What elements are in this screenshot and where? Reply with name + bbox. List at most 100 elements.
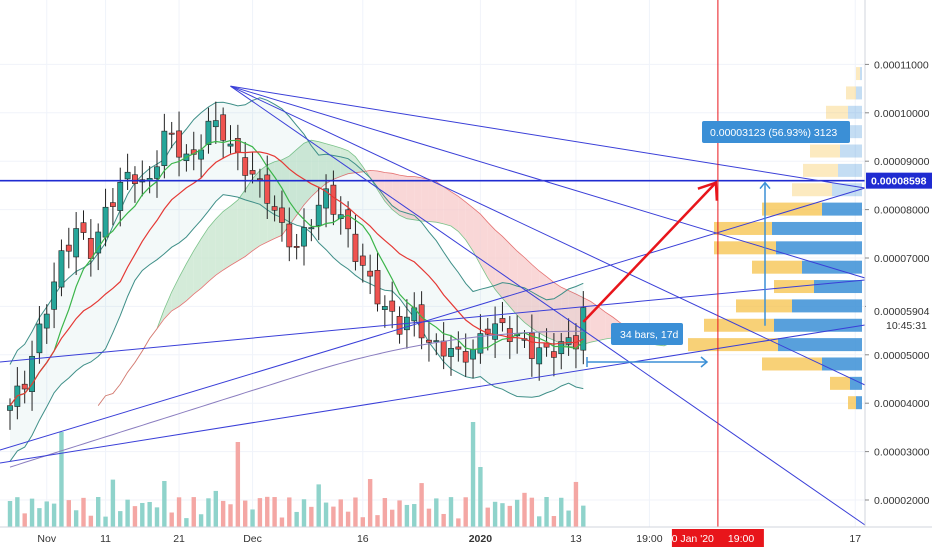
current-price-badge[interactable] <box>866 303 932 334</box>
support-trend-line-0[interactable] <box>0 324 866 464</box>
candle-body <box>198 149 204 160</box>
volume-bar <box>397 500 402 527</box>
candle-body <box>264 174 271 204</box>
volume-bar <box>213 490 218 527</box>
trend-line-from-peak-3[interactable] <box>230 85 866 279</box>
candle-body <box>161 130 168 166</box>
time-tick-label: Nov <box>37 533 56 545</box>
candle-body <box>87 237 94 259</box>
candle-body <box>293 246 300 248</box>
volume-bar <box>22 513 27 527</box>
candle-body <box>286 223 293 248</box>
candle-body <box>536 347 543 365</box>
candle-body <box>271 206 278 211</box>
candle <box>124 153 131 191</box>
vprofile-sell-5 <box>838 163 862 177</box>
volume-bar <box>15 497 20 527</box>
candle-body <box>65 244 72 252</box>
volume-bar <box>492 501 498 527</box>
candle <box>536 333 543 381</box>
volume-bar <box>66 500 71 527</box>
cloud-segment <box>443 186 451 226</box>
support-trend-line-1[interactable] <box>0 187 866 451</box>
volume-bar <box>154 507 160 527</box>
volume-bar <box>176 497 182 527</box>
vprofile-sell-2 <box>848 105 862 119</box>
cloud-segment <box>237 189 246 262</box>
vprofile-buy-15 <box>762 357 822 371</box>
candle <box>426 321 432 362</box>
vprofile-buy-5 <box>803 163 838 177</box>
volume-bar <box>29 498 35 527</box>
volume-bar <box>7 501 13 527</box>
candle <box>271 195 278 222</box>
volume-bar <box>470 422 476 527</box>
cloud-segment <box>193 238 202 295</box>
time-axis[interactable]: Nov 11 21 Dec 16 2020 13 19:00 17 30 Jan '20 19:00 <box>0 526 932 550</box>
volume-bar <box>184 518 189 527</box>
highlight-date-text: 30 Jan '20 <box>666 533 714 545</box>
vprofile-sell-0 <box>860 67 862 81</box>
trend-line-from-peak-1[interactable] <box>230 85 866 386</box>
candle-body <box>21 383 28 390</box>
volume-bar <box>250 509 255 527</box>
cloud-segment <box>428 179 437 223</box>
volume-bar <box>228 504 233 527</box>
candle-body <box>95 231 102 254</box>
trend-line-from-peak-2[interactable] <box>230 85 866 526</box>
candle-body <box>352 233 359 262</box>
volume-bar <box>279 517 285 527</box>
volume-bar <box>51 503 57 527</box>
vprofile-sell-10 <box>802 260 862 274</box>
cloud-segment <box>605 312 613 340</box>
volume-bar <box>257 498 263 527</box>
vprofile-sell-17 <box>856 396 862 410</box>
volume-bar <box>169 512 174 527</box>
vprofile-sell-16 <box>850 376 862 390</box>
volume-bar <box>419 483 424 527</box>
volume-bar <box>581 505 586 527</box>
volume-bar <box>132 506 138 527</box>
volume-bar <box>323 502 329 527</box>
volume-bars <box>7 422 586 527</box>
price-tick-label: 0.00007000 <box>874 253 930 265</box>
cloud-segment <box>164 292 172 319</box>
trend-line-from-peak-0[interactable] <box>230 85 866 189</box>
candle <box>550 333 557 377</box>
ma-purple <box>9 330 584 468</box>
candle <box>227 125 234 154</box>
grid <box>0 0 865 527</box>
time-axis-panel <box>0 527 932 550</box>
volume-bar <box>301 499 307 527</box>
candle <box>43 304 50 344</box>
candle-body <box>176 130 182 158</box>
cloud-segment <box>473 207 481 265</box>
candle <box>389 281 396 329</box>
volume-bar <box>96 497 101 527</box>
highlight-date-badge[interactable] <box>671 529 764 547</box>
cloud-segment <box>333 145 341 180</box>
volume-bar <box>551 516 557 527</box>
candle-body <box>374 270 381 305</box>
cloud-segment <box>399 175 407 219</box>
volume-bar <box>73 510 79 527</box>
volume-bar <box>162 480 167 527</box>
time-tick-label: 2020 <box>469 533 493 545</box>
cloud-segment <box>487 222 496 290</box>
level-badge[interactable] <box>866 172 932 189</box>
price-axis[interactable]: 0.00011000 0.00010000 0.00009000 0.00008000… <box>864 0 932 550</box>
cloud-segment <box>568 290 576 347</box>
projection-arrow[interactable] <box>582 181 717 323</box>
vprofile-sell-12 <box>792 299 862 313</box>
cloud-segment <box>451 191 459 232</box>
candle-body <box>470 349 476 360</box>
vprofile-sell-15 <box>822 357 862 371</box>
volume-bar <box>514 499 520 527</box>
cloud-segment <box>495 229 503 299</box>
candle-body <box>80 222 87 233</box>
support-trend-line-2[interactable] <box>0 279 866 363</box>
candle <box>212 101 219 144</box>
vprofile-buy-6 <box>792 183 832 197</box>
